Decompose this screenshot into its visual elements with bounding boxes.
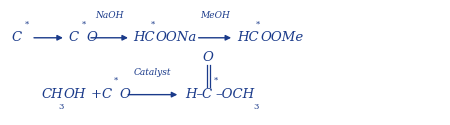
Text: MeOH: MeOH [200,11,230,20]
Text: 3: 3 [58,103,63,111]
Text: HC: HC [238,31,259,44]
Text: +: + [90,88,101,101]
Text: OONa: OONa [155,31,197,44]
Text: HC: HC [133,31,155,44]
Text: *: * [213,77,218,85]
Text: *: * [81,20,86,28]
Text: CH: CH [41,88,63,101]
Text: *: * [24,20,29,28]
Text: 3: 3 [253,103,259,111]
Text: H–: H– [185,88,204,101]
Text: C: C [12,31,22,44]
Text: OH: OH [63,88,86,101]
Text: *: * [151,20,155,28]
Text: O: O [120,88,130,101]
Text: *: * [256,20,260,28]
Text: *: * [114,77,118,85]
Text: NaOH: NaOH [95,11,124,20]
Text: Catalyst: Catalyst [134,68,171,77]
Text: C: C [102,88,112,101]
Text: O: O [87,31,98,44]
Text: O: O [202,51,213,64]
Text: C: C [202,88,212,101]
Text: OOMe: OOMe [260,31,303,44]
Text: C: C [69,31,79,44]
Text: –OCH: –OCH [215,88,254,101]
